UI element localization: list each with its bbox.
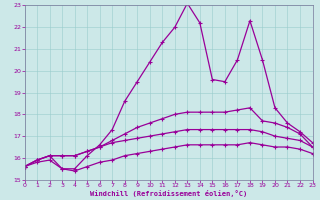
X-axis label: Windchill (Refroidissement éolien,°C): Windchill (Refroidissement éolien,°C)	[90, 190, 247, 197]
